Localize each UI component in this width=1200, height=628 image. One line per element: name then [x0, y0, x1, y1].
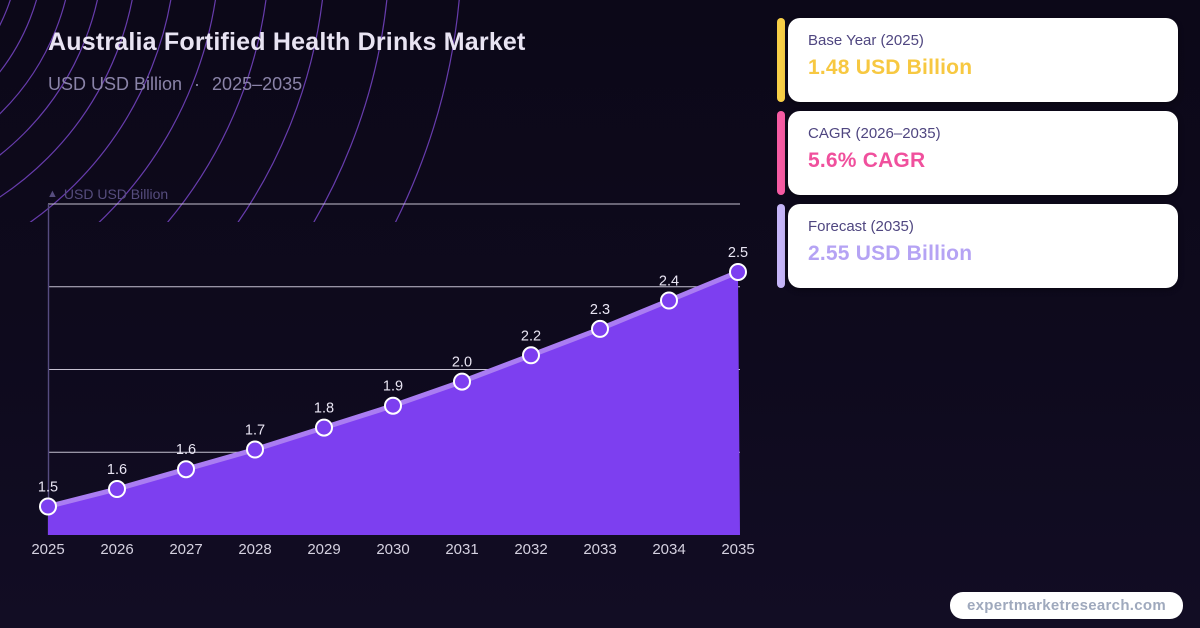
- up-arrow-icon: ▲: [47, 187, 58, 200]
- stat-value: 2.55 USD Billion: [808, 242, 973, 265]
- x-axis-tick-label: 2029: [307, 541, 340, 558]
- data-point-marker: [384, 396, 402, 415]
- data-point-label: 1.6: [107, 462, 127, 478]
- decor-circle: [0, 0, 38, 73]
- x-axis-tick-label: 2034: [652, 541, 685, 558]
- stat-card-body: Base Year (2025) 1.48 USD Billion: [788, 18, 1178, 102]
- data-point-marker: [591, 319, 609, 338]
- area-fill: [48, 272, 740, 535]
- x-axis-tick-label: 2031: [445, 541, 478, 558]
- brand-badge: expertmarketresearch.com: [950, 592, 1183, 619]
- data-point-marker: [453, 372, 471, 391]
- stat-label: Base Year (2025): [808, 32, 924, 49]
- stat-value: 5.6% CAGR: [808, 149, 926, 172]
- x-axis-tick-label: 2026: [100, 541, 133, 558]
- data-point-label: 2.2: [521, 328, 541, 344]
- market-chart: 1.5 1.6 1.6 1.7 1.8 1.9 2.0 2.2 2.3 2.4 2.5 2025 202…: [31, 203, 755, 558]
- y-axis-caption: ▲ USD USD Billion: [47, 186, 168, 202]
- x-axis-tick-label: 2035: [721, 541, 754, 558]
- page-subtitle: USD USD Billion · 2025–2035: [48, 74, 302, 95]
- data-point-marker: [660, 291, 678, 310]
- stat-cards: Base Year (2025) 1.48 USD Billion CAGR (…: [777, 18, 1178, 288]
- subtitle-separator-icon: ·: [194, 74, 201, 94]
- data-point-marker: [246, 440, 264, 459]
- subtitle-unit: USD USD Billion: [48, 74, 183, 94]
- x-axis-tick-label: 2032: [514, 541, 547, 558]
- stat-card-body: CAGR (2026–2035) 5.6% CAGR: [788, 111, 1178, 195]
- stat-value: 1.48 USD Billion: [808, 56, 973, 79]
- data-point-marker: [315, 418, 333, 437]
- data-point-label: 1.5: [38, 480, 58, 496]
- subtitle-year-range: 2025–2035: [212, 74, 303, 94]
- data-point-label: 2.0: [452, 355, 472, 371]
- stat-card-body: Forecast (2035) 2.55 USD Billion: [788, 204, 1178, 288]
- stat-card-forecast: Forecast (2035) 2.55 USD Billion: [777, 204, 1178, 288]
- stat-accent-bar: [777, 204, 785, 288]
- data-point-label: 1.6: [176, 442, 196, 458]
- x-axis-tick-label: 2033: [583, 541, 616, 558]
- stat-accent-bar: [777, 18, 785, 102]
- stat-label: CAGR (2026–2035): [808, 125, 941, 142]
- x-axis-tick-label: 2030: [376, 541, 409, 558]
- stat-card-base-year: Base Year (2025) 1.48 USD Billion: [777, 18, 1178, 102]
- data-point-marker: [729, 263, 747, 281]
- x-axis-tick-label: 2028: [238, 541, 271, 558]
- stat-card-cagr: CAGR (2026–2035) 5.6% CAGR: [777, 111, 1178, 195]
- data-point-marker: [522, 346, 540, 365]
- market-area-chart: 1.5 1.6 1.6 1.7 1.8 1.9 2.0 2.2 2.3 2.4 2.5 2025 202…: [0, 196, 780, 576]
- x-axis-tick-label: 2025: [31, 541, 64, 558]
- data-point-label: 2.5: [728, 245, 748, 261]
- data-point-label: 1.8: [314, 401, 334, 417]
- data-point-label: 2.4: [659, 274, 679, 290]
- stat-accent-bar: [777, 111, 785, 195]
- data-point-label: 2.3: [590, 302, 610, 318]
- data-point-marker: [177, 460, 195, 479]
- data-point-marker: [39, 497, 57, 516]
- decor-circle: [0, 0, 11, 27]
- data-point-marker: [108, 480, 126, 498]
- x-axis-tick-label: 2027: [169, 541, 202, 558]
- data-point-label: 1.7: [245, 423, 265, 439]
- y-axis-label: USD USD Billion: [63, 186, 169, 202]
- page-title: Australia Fortified Health Drinks Market: [48, 28, 526, 56]
- stat-label: Forecast (2035): [808, 218, 914, 235]
- data-point-label: 1.9: [383, 379, 403, 395]
